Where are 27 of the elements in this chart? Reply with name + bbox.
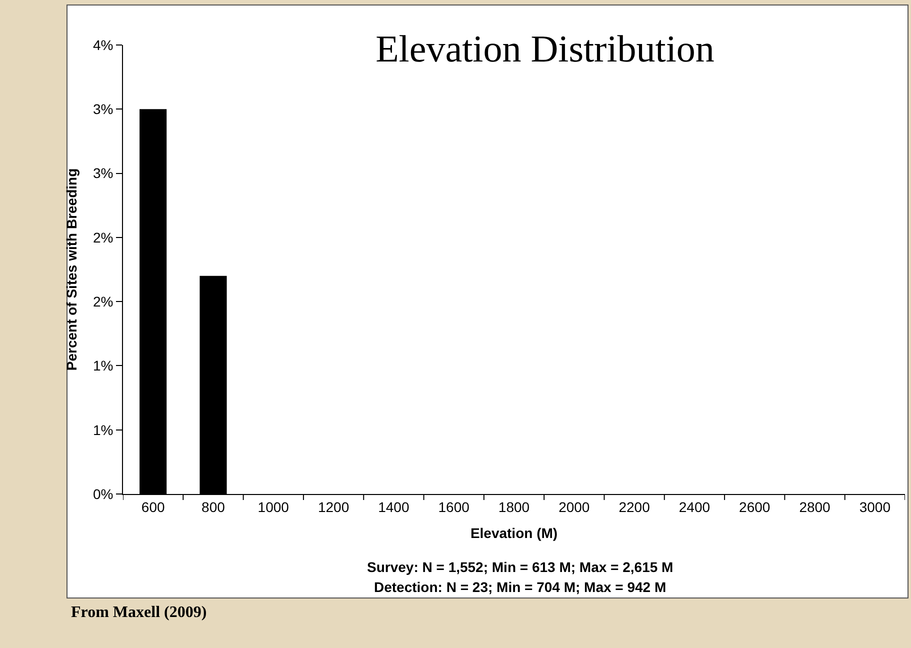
x-tick-label: 2200 — [618, 498, 650, 515]
x-tick-label: 3000 — [859, 498, 891, 515]
y-tick-label: 3% — [92, 101, 114, 118]
text: From Maxell (2009) — [71, 604, 207, 621]
x-tick-label: 1000 — [258, 498, 290, 515]
y-tick-label: 3% — [92, 165, 114, 182]
y-tick-label: 1% — [92, 358, 114, 374]
text: Survey: N = 1,552; Min = 613 M; Max = 2,615 M — [367, 559, 674, 575]
y-tick-label: 4% — [92, 36, 114, 53]
x-tick-label: 2800 — [799, 498, 831, 515]
x-tick-label: 2000 — [558, 498, 590, 515]
y-tick-label: 1% — [92, 422, 114, 438]
x-axis-title: Elevation (M) — [470, 525, 558, 542]
x-tick-label: 800 — [202, 498, 226, 515]
x-tick-label: 2600 — [739, 498, 770, 515]
y-axis-title: Percent of Sites with Breeding — [64, 168, 80, 371]
x-tick-label: 2400 — [678, 498, 710, 515]
y-tick-label: 0% — [92, 486, 114, 502]
chart-title: Elevation Distribution — [376, 28, 714, 70]
x-tick-label: 1800 — [498, 498, 530, 515]
x-tick-label: 1400 — [378, 498, 410, 515]
x-tick-label: 1600 — [438, 498, 470, 515]
y-tick-label: 2% — [92, 293, 114, 310]
text: Detection: N = 23; Min = 704 M; Max = 942 M — [374, 579, 666, 595]
y-tick-label: 2% — [92, 229, 114, 246]
x-tick-label: 600 — [141, 498, 165, 515]
x-tick-label: 1200 — [318, 498, 350, 515]
